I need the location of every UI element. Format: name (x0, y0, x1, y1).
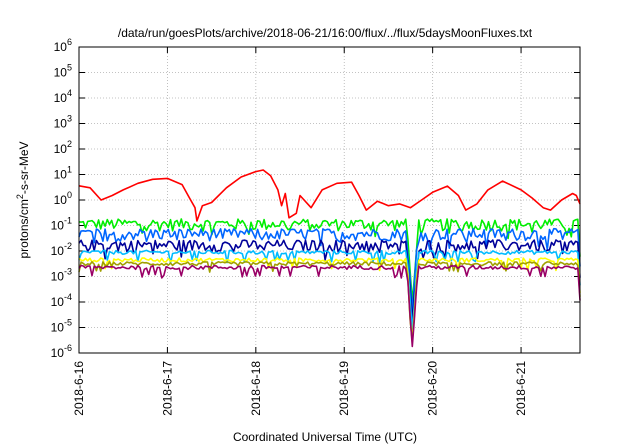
y-tick-label: 10-5 (51, 318, 72, 335)
series-line (78, 261, 581, 343)
y-tick-label: 10-4 (51, 292, 72, 309)
series-line (78, 264, 581, 348)
series-line (78, 239, 581, 323)
data-series (78, 169, 581, 348)
y-tick-label: 10-3 (51, 267, 72, 284)
x-tick-label: 2018-6-19 (337, 361, 351, 416)
series-line (78, 257, 581, 340)
y-tick-label: 10-1 (51, 216, 72, 233)
series-line (78, 227, 581, 314)
y-tick-label: 103 (54, 114, 72, 131)
y-axis-ticks: 10-6 10-5 10-4 10-3 10-2 10-1 100 101 102 103 104 1… (51, 37, 580, 360)
y-tick-label: 104 (54, 88, 72, 105)
y-tick-label: 105 (54, 63, 72, 80)
series-line (78, 218, 581, 303)
y-tick-label: 106 (54, 37, 72, 54)
x-axis-ticks: 2018-6-16 2018-6-17 2018-6-18 2018-6-19 2018… (72, 47, 528, 416)
x-tick-label: 2018-6-18 (249, 361, 263, 416)
y-axis-label: protons/cm2-s-sr-MeV (15, 141, 31, 258)
series-line (78, 249, 581, 332)
chart-title: /data/run/goesPlots/archive/2018-06-21/1… (118, 26, 533, 40)
y-tick-label: 10-2 (51, 241, 72, 258)
plot-frame (78, 46, 581, 354)
x-axis-label: Coordinated Universal Time (UTC) (233, 430, 417, 444)
x-tick-label: 2018-6-21 (514, 361, 528, 416)
y-tick-label: 100 (54, 190, 72, 207)
y-tick-label: 101 (54, 165, 72, 182)
x-tick-label: 2018-6-17 (160, 361, 174, 416)
grid (79, 47, 580, 353)
series-line (78, 169, 581, 222)
x-tick-label: 2018-6-16 (72, 361, 86, 416)
y-tick-label: 102 (54, 139, 72, 156)
y-tick-label: 10-6 (51, 343, 72, 360)
x-tick-label: 2018-6-20 (426, 361, 440, 416)
